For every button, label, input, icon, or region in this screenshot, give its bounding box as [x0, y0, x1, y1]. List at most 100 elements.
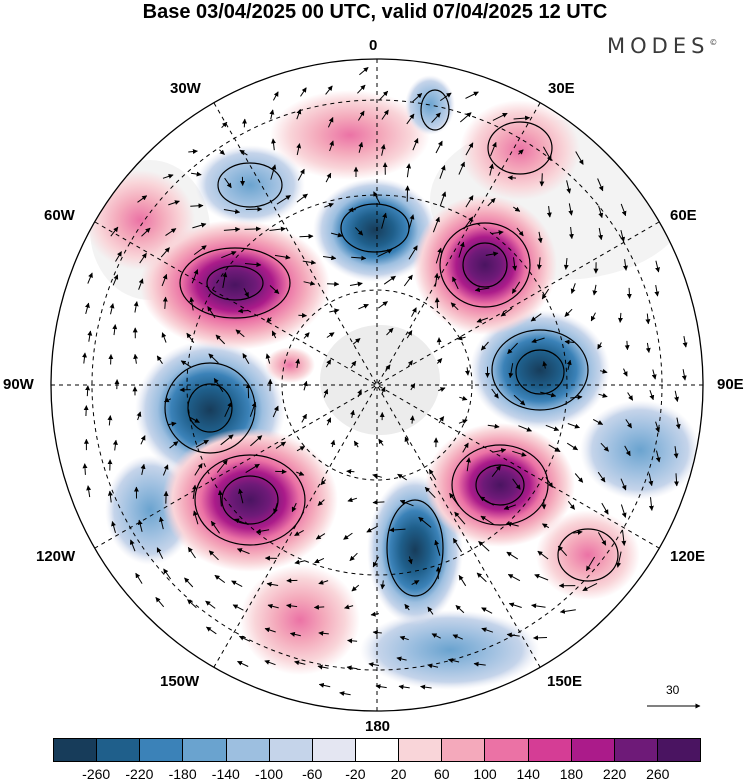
wind-vector — [291, 502, 297, 513]
wind-vector — [406, 330, 413, 339]
wind-vector — [138, 278, 144, 290]
colorbar-tick-label: -60 — [302, 766, 323, 782]
colorbar-swatch — [355, 739, 400, 761]
wind-vector — [195, 439, 209, 448]
wind-vector — [353, 440, 359, 448]
wind-vector — [85, 302, 90, 315]
wind-vector — [448, 658, 460, 663]
wind-vector — [575, 151, 584, 165]
colorbar-ticks: -260 -220 -180 -140 -100 -60 -20 20 60 100 140 180 2… — [0, 766, 750, 783]
wind-vector — [536, 257, 542, 270]
wind-vector — [186, 332, 195, 343]
wind-vector — [366, 525, 378, 533]
lon-label-90w: 90W — [3, 376, 34, 393]
anomaly-positive-weak — [240, 565, 360, 675]
colorbar-tick-label: -140 — [211, 766, 240, 782]
wind-vector — [163, 568, 172, 580]
wind-vector — [590, 312, 596, 322]
wind-vector — [489, 163, 494, 176]
wind-vector — [568, 226, 574, 240]
wind-vector — [435, 140, 443, 154]
wind-vector — [315, 533, 326, 540]
wind-vector — [236, 548, 250, 555]
wind-vector — [420, 684, 432, 690]
wind-vector — [271, 138, 276, 151]
lon-label-120e: 120E — [670, 548, 706, 565]
wind-vector — [512, 478, 521, 490]
anomaly-positive-center — [162, 428, 338, 572]
wind-vector — [358, 141, 364, 153]
wind-vector — [265, 353, 271, 364]
brand-mark: © — [709, 38, 718, 47]
wind-vector — [673, 446, 679, 459]
wind-vector — [411, 307, 417, 317]
wind-vector — [343, 532, 353, 540]
anomaly-positive-center — [265, 347, 315, 383]
wind-vector — [622, 368, 628, 377]
wind-vector — [297, 168, 305, 181]
wind-vector — [406, 163, 412, 178]
wind-vector — [490, 230, 504, 236]
wind-vector — [301, 413, 307, 423]
wind-vector — [269, 285, 280, 294]
wind-vector — [184, 577, 194, 588]
wind-vector — [274, 254, 291, 260]
wind-vector — [135, 572, 143, 584]
wind-vector — [490, 141, 497, 157]
wind-vector — [242, 353, 250, 365]
anomaly-positive-center — [536, 510, 640, 600]
wind-vector — [512, 450, 527, 457]
wind-vector — [221, 251, 237, 259]
wind-vector — [355, 227, 364, 236]
wind-vector — [439, 191, 447, 207]
wind-vector — [266, 581, 279, 587]
wind-vector — [597, 178, 604, 192]
wind-vector — [457, 335, 466, 341]
wind-vector — [434, 272, 440, 287]
wind-vector — [645, 313, 651, 325]
wind-vector — [294, 529, 304, 537]
wind-vector — [396, 656, 407, 662]
wind-vector — [518, 149, 524, 155]
wind-vector — [427, 663, 439, 669]
wind-vector — [564, 308, 573, 317]
colorbar-swatch — [485, 739, 529, 761]
colorbar-tick-label: 260 — [646, 766, 670, 782]
wind-vector — [531, 337, 545, 344]
wind-vector — [513, 394, 526, 406]
wind-vector — [380, 386, 386, 395]
wind-vector — [465, 195, 474, 208]
wind-vector — [545, 424, 560, 432]
wind-vector — [452, 634, 464, 640]
wind-vector — [358, 304, 369, 310]
wind-vector — [377, 249, 393, 258]
wind-vector — [465, 91, 479, 99]
wind-vector — [372, 556, 379, 568]
wind-vector — [491, 388, 499, 399]
wind-vector — [533, 635, 548, 641]
map-title: Base 03/04/2025 00 UTC, valid 07/04/2025… — [142, 1, 608, 23]
wind-vector — [625, 419, 633, 429]
wind-vector — [624, 445, 631, 457]
wind-vector — [438, 416, 445, 424]
wind-vector — [537, 550, 549, 560]
wind-vector — [408, 245, 418, 260]
wind-vector — [85, 385, 91, 397]
wind-vector — [140, 463, 146, 476]
wind-vector — [506, 632, 520, 638]
wind-vector — [325, 85, 333, 95]
anomaly-negative-weak — [580, 400, 700, 500]
wind-vector — [269, 226, 286, 232]
wind-vector — [380, 580, 386, 590]
lon-label-120w: 120W — [36, 548, 76, 565]
colorbar-swatch — [97, 739, 141, 761]
wind-vector — [351, 584, 360, 592]
wind-vector — [648, 497, 654, 511]
wind-vector — [428, 468, 437, 481]
wind-vector — [272, 405, 279, 418]
wind-vector — [217, 490, 223, 507]
wind-vector — [224, 401, 232, 418]
wind-vector — [398, 684, 410, 690]
wind-vector — [112, 274, 119, 286]
wind-vector — [269, 109, 275, 120]
